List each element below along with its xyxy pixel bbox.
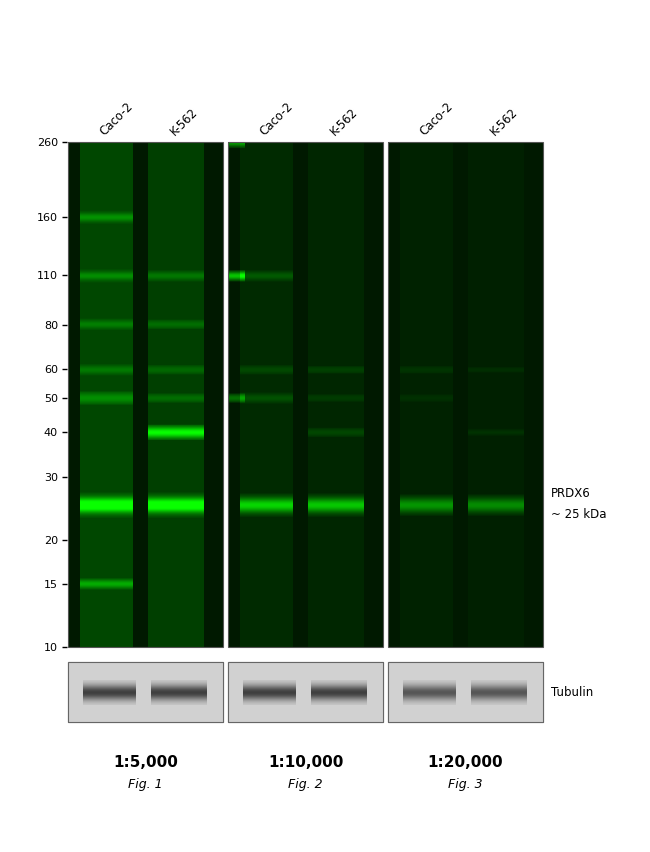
Text: 10: 10 bbox=[44, 642, 58, 653]
Text: 110: 110 bbox=[37, 271, 58, 281]
Bar bbox=[228, 662, 383, 722]
Bar bbox=[388, 143, 543, 648]
Text: ~ 25 kDa: ~ 25 kDa bbox=[551, 508, 606, 521]
Text: Fig. 2: Fig. 2 bbox=[288, 778, 323, 791]
Text: 1:20,000: 1:20,000 bbox=[428, 755, 503, 769]
Text: Fig. 3: Fig. 3 bbox=[448, 778, 483, 791]
Text: PRDX6: PRDX6 bbox=[551, 486, 591, 499]
Bar bbox=[68, 143, 223, 648]
Text: K-562: K-562 bbox=[488, 106, 520, 138]
Text: 30: 30 bbox=[44, 472, 58, 482]
Text: K-562: K-562 bbox=[167, 106, 200, 138]
Text: Caco-2: Caco-2 bbox=[98, 100, 136, 138]
Text: 20: 20 bbox=[44, 535, 58, 545]
Bar bbox=[228, 143, 383, 648]
Text: K-562: K-562 bbox=[328, 106, 360, 138]
Bar bbox=[388, 662, 543, 722]
Text: Fig. 1: Fig. 1 bbox=[128, 778, 162, 791]
Bar bbox=[228, 143, 383, 648]
Text: 80: 80 bbox=[44, 320, 58, 331]
Bar bbox=[68, 143, 223, 648]
Text: 160: 160 bbox=[37, 213, 58, 223]
Text: 1:10,000: 1:10,000 bbox=[268, 755, 343, 769]
Text: 260: 260 bbox=[37, 138, 58, 148]
Text: Caco-2: Caco-2 bbox=[257, 100, 296, 138]
Bar bbox=[388, 143, 543, 648]
Bar bbox=[388, 662, 543, 722]
Text: Caco-2: Caco-2 bbox=[417, 100, 456, 138]
Bar bbox=[68, 662, 223, 722]
Text: 1:5,000: 1:5,000 bbox=[113, 755, 178, 769]
Text: 15: 15 bbox=[44, 579, 58, 590]
Text: 50: 50 bbox=[44, 393, 58, 403]
Text: 60: 60 bbox=[44, 365, 58, 375]
Text: 40: 40 bbox=[44, 428, 58, 438]
Bar bbox=[68, 662, 223, 722]
Bar bbox=[228, 662, 383, 722]
Text: Tubulin: Tubulin bbox=[551, 686, 593, 699]
